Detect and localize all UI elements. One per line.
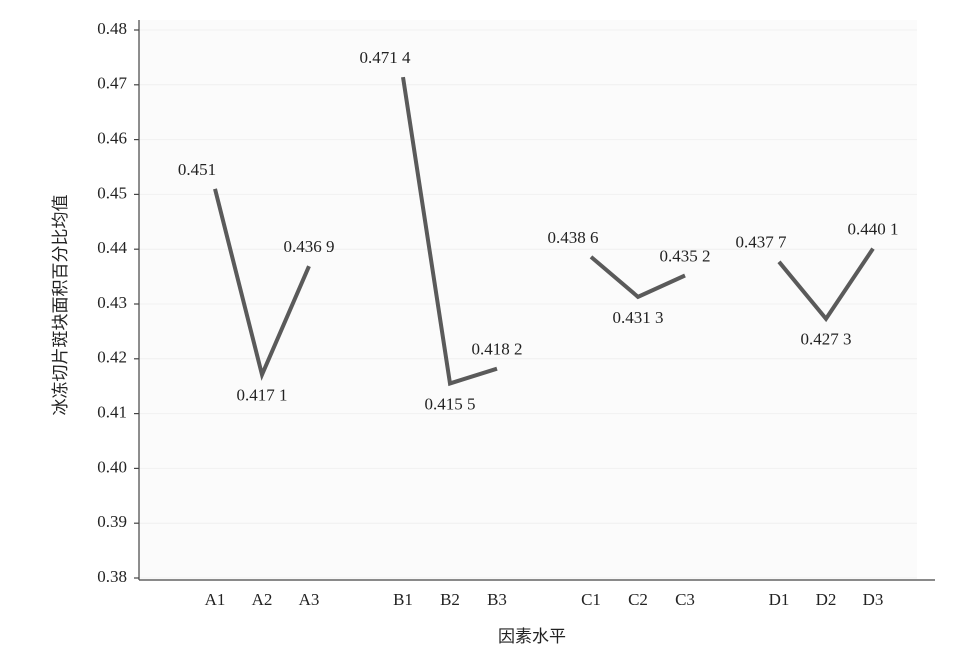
data-label: 0.438 6 — [548, 228, 599, 247]
y-tick-label: 0.45 — [97, 183, 127, 202]
x-tick-label: B3 — [487, 590, 507, 609]
x-tick-label: A1 — [205, 590, 226, 609]
data-label: 0.427 3 — [801, 330, 852, 349]
x-tick-label: B1 — [393, 590, 413, 609]
x-tick-label: C2 — [628, 590, 648, 609]
data-label: 0.415 5 — [425, 394, 476, 413]
data-label: 0.435 2 — [660, 246, 711, 265]
y-tick-label: 0.40 — [97, 457, 127, 476]
data-label: 0.431 3 — [613, 308, 664, 327]
data-label: 0.437 7 — [736, 233, 788, 252]
x-tick-label: C3 — [675, 590, 695, 609]
y-tick-label: 0.46 — [97, 129, 127, 148]
x-tick-label: D1 — [769, 590, 790, 609]
data-line — [213, 76, 875, 387]
y-tick-label: 0.48 — [97, 19, 127, 38]
x-axis-title: 因素水平 — [498, 627, 566, 646]
data-label: 0.440 1 — [848, 220, 899, 239]
x-tick-label: A2 — [252, 590, 273, 609]
y-tick-label: 0.39 — [97, 512, 127, 531]
x-tick-label: A3 — [299, 590, 320, 609]
y-tick-label: 0.44 — [97, 238, 127, 257]
x-tick-label: B2 — [440, 590, 460, 609]
x-tick-label: C1 — [581, 590, 601, 609]
y-tick-label: 0.43 — [97, 293, 127, 312]
data-label: 0.451 — [178, 160, 216, 179]
y-tick-label: 0.41 — [97, 403, 127, 422]
data-label: 0.418 2 — [472, 340, 523, 359]
plot-area — [139, 20, 917, 578]
y-tick-label: 0.38 — [97, 567, 127, 586]
data-label: 0.436 9 — [284, 237, 335, 256]
data-label: 0.471 4 — [360, 48, 412, 67]
y-tick-label: 0.42 — [97, 348, 127, 367]
x-tick-label: D3 — [863, 590, 884, 609]
x-tick-label: D2 — [816, 590, 837, 609]
data-label: 0.417 1 — [237, 386, 288, 405]
y-tick-label: 0.47 — [97, 74, 127, 93]
y-axis-title: 冰冻切片斑块面积百分比均值 — [51, 195, 70, 416]
